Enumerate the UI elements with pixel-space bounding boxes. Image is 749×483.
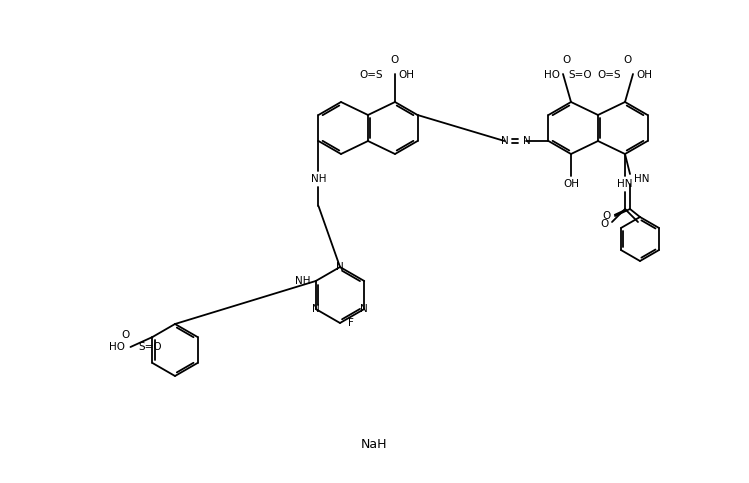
Text: NH: NH bbox=[295, 276, 311, 286]
Text: HO: HO bbox=[544, 70, 560, 80]
Text: O=S: O=S bbox=[360, 70, 383, 80]
Text: S=O: S=O bbox=[139, 342, 162, 352]
Text: N: N bbox=[523, 136, 530, 146]
Text: O: O bbox=[121, 330, 130, 340]
Text: NH: NH bbox=[311, 174, 327, 184]
Text: N: N bbox=[312, 304, 320, 314]
Text: O=S: O=S bbox=[598, 70, 621, 80]
Text: O: O bbox=[603, 211, 611, 221]
Text: O: O bbox=[624, 55, 632, 65]
Text: N: N bbox=[336, 262, 344, 272]
Text: OH: OH bbox=[563, 179, 579, 189]
Text: O: O bbox=[563, 55, 571, 65]
Text: HN: HN bbox=[617, 179, 633, 189]
Text: NaH: NaH bbox=[361, 439, 387, 452]
Text: N: N bbox=[500, 136, 509, 146]
Text: OH: OH bbox=[636, 70, 652, 80]
Text: HN: HN bbox=[634, 174, 649, 184]
Text: O: O bbox=[391, 55, 399, 65]
Text: OH: OH bbox=[398, 70, 414, 80]
Text: N: N bbox=[360, 304, 368, 314]
Text: O: O bbox=[601, 219, 609, 229]
Text: HO: HO bbox=[109, 342, 126, 352]
Text: F: F bbox=[348, 318, 354, 328]
Text: S=O: S=O bbox=[568, 70, 592, 80]
